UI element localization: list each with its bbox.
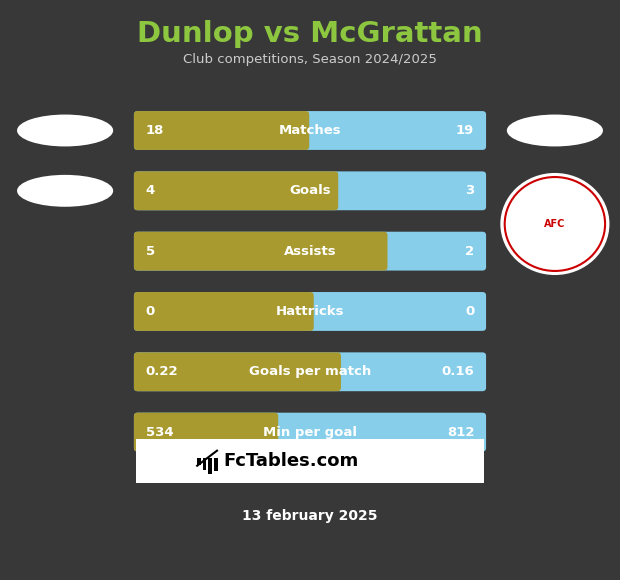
FancyBboxPatch shape [134,171,338,210]
FancyBboxPatch shape [136,440,484,483]
Text: Goals: Goals [289,184,331,197]
Text: Club competitions, Season 2024/2025: Club competitions, Season 2024/2025 [183,53,437,66]
Circle shape [500,173,609,275]
Text: 0.22: 0.22 [146,365,179,378]
Text: 2: 2 [465,245,474,258]
Text: 534: 534 [146,426,174,438]
Text: Min per goal: Min per goal [263,426,357,438]
FancyBboxPatch shape [214,458,218,471]
Text: 0: 0 [465,305,474,318]
FancyBboxPatch shape [134,111,486,150]
FancyBboxPatch shape [134,413,278,451]
FancyBboxPatch shape [134,171,486,210]
Text: Matches: Matches [278,124,342,137]
Text: 4: 4 [146,184,155,197]
Text: 13 february 2025: 13 february 2025 [242,509,378,524]
FancyBboxPatch shape [134,231,486,270]
Text: AFC: AFC [544,219,565,229]
Ellipse shape [17,175,113,206]
FancyBboxPatch shape [134,413,486,451]
FancyBboxPatch shape [197,458,201,465]
FancyBboxPatch shape [134,292,314,331]
Text: Assists: Assists [284,245,336,258]
Text: 0.16: 0.16 [441,365,474,378]
FancyBboxPatch shape [134,292,486,331]
Text: Dunlop vs McGrattan: Dunlop vs McGrattan [137,20,483,48]
Text: 812: 812 [447,426,474,438]
Ellipse shape [17,115,113,147]
Text: Goals per match: Goals per match [249,365,371,378]
Text: FcTables.com: FcTables.com [223,452,358,470]
Text: 5: 5 [146,245,155,258]
FancyBboxPatch shape [134,111,309,150]
Text: Hattricks: Hattricks [276,305,344,318]
Ellipse shape [507,115,603,147]
FancyBboxPatch shape [203,458,206,470]
Text: 19: 19 [456,124,474,137]
Text: 18: 18 [146,124,164,137]
FancyBboxPatch shape [134,231,388,270]
FancyBboxPatch shape [134,352,486,391]
FancyBboxPatch shape [208,458,212,474]
Text: 3: 3 [465,184,474,197]
FancyBboxPatch shape [134,352,341,391]
Text: 0: 0 [146,305,155,318]
